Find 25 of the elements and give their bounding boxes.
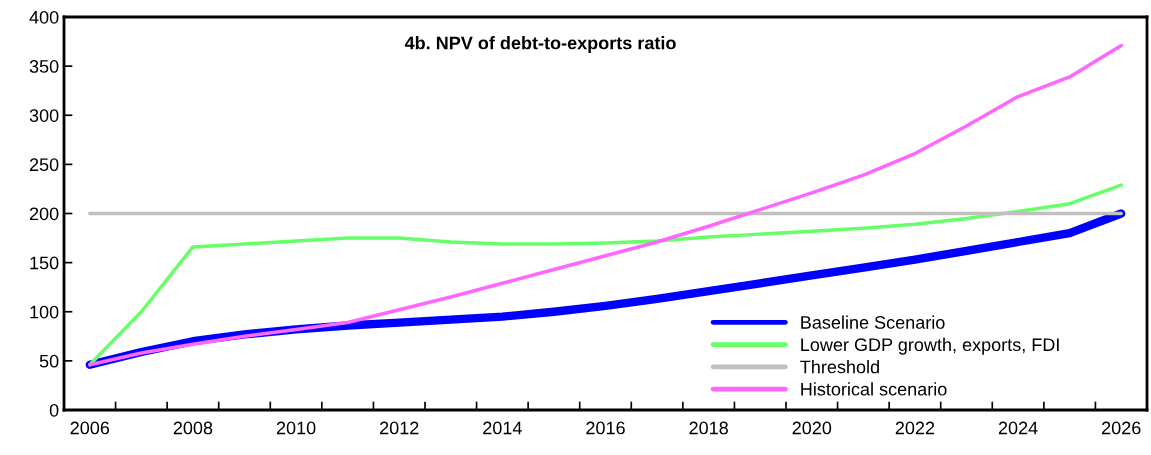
- y-tick-label: 400: [29, 10, 59, 24]
- legend-label: Lower GDP growth, exports, FDI: [801, 337, 1059, 355]
- y-tick-label: 300: [29, 109, 59, 122]
- x-tick-label: 2016: [586, 421, 625, 435]
- y-tick-label: 250: [29, 158, 59, 172]
- x-tick-label: 2026: [1102, 421, 1141, 435]
- x-tick-label: 2012: [380, 421, 419, 435]
- y-tick-label: 0: [49, 403, 59, 417]
- legend-label: Historical scenario: [801, 382, 947, 396]
- legend-label: Baseline Scenario: [801, 315, 945, 329]
- x-tick-label: 2024: [998, 421, 1038, 435]
- x-tick-label: 2020: [792, 421, 832, 435]
- x-tick-label: 2010: [276, 421, 316, 435]
- y-tick-label: 150: [30, 256, 59, 270]
- y-tick-label: 100: [30, 305, 59, 319]
- y-tick-label: 200: [29, 207, 59, 221]
- legend-label: Threshold: [800, 360, 879, 374]
- y-tick-label: 50: [39, 354, 59, 368]
- x-tick-label: 2022: [895, 421, 935, 435]
- y-tick-label: 350: [29, 60, 59, 73]
- x-tick-label: 2018: [689, 421, 728, 435]
- x-tick-label: 2008: [173, 421, 213, 435]
- x-tick-label: 2014: [483, 421, 522, 435]
- x-tick-label: 2006: [70, 421, 110, 435]
- text: 4b. NPV of debt-to-exports ratio: [404, 36, 676, 53]
